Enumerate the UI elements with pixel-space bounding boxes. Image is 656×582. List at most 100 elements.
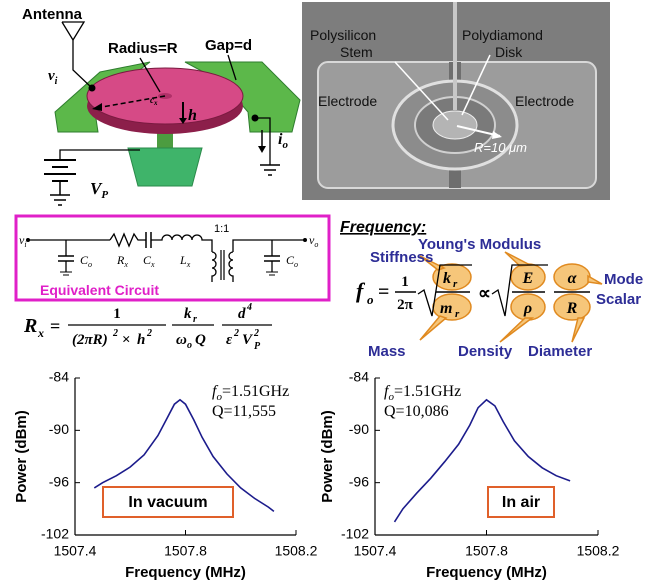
frequency-formula-part-part [500,318,532,342]
figure: Antenna vi Radius=R Gap=d h cx io VP Pol… [0,0,656,582]
lx-label: Lx [179,253,191,269]
co-label: Co [286,253,298,269]
x-tick-label: 1507.8 [465,543,508,559]
rx-formula-part: R x = 1 (2πR) 2 × h 2 k r ω o Q d 4 ε 2 … [23,302,261,352]
formula-token: d [238,306,246,322]
formula-token: V [242,332,254,348]
formula-token: ω [176,332,187,348]
formula-token: 4 [246,302,252,313]
equivalent-circuit-part [303,238,307,242]
formula-token: α [568,270,578,287]
resonator-schematic-part [89,85,96,92]
circuit-title: Equivalent Circuit [40,282,159,298]
formula-token: 2 [233,328,239,339]
formula-token: R [566,300,578,317]
annotation: Q=11,555 [212,403,276,420]
ratio-label: 1:1 [214,223,229,235]
formula-token: = [378,281,389,303]
value: =1.51GHz [394,383,461,400]
resonator-schematic-part [62,22,84,40]
io-label: io [278,131,288,151]
condition-label: In air [502,494,540,511]
disk-label: Disk [495,44,523,60]
formula-token: k [443,270,451,287]
x-tick-label: 1507.8 [164,543,207,559]
formula-token: o [187,340,192,351]
formula-token: ∝ [478,283,491,303]
gap-label: Gap=d [205,37,252,54]
equivalent-circuit-part [229,252,233,282]
formula-token: r [453,278,458,290]
formula-token: m [440,300,452,317]
resonator-schematic-part [73,40,92,88]
frequency-formula-part-part [420,316,446,340]
subscript: o [294,260,298,269]
y-tick-label: -90 [349,421,369,437]
equivalent-circuit-part [212,252,216,282]
subscript: x [186,260,191,269]
equivalent-circuit-part [110,234,146,246]
formula-token: 1 [401,274,409,290]
y-tick-label: -96 [349,473,369,489]
y-tick-label: -84 [49,369,69,385]
x-tick-label: 1508.2 [577,543,620,559]
formula-token: h [137,332,145,348]
x-axis-label: Frequency (MHz) [426,564,547,581]
equivalent-circuit-part [151,235,212,252]
frequency-formula-part-part [505,252,530,266]
subscript: o [88,260,92,269]
x-tick-label: 1508.2 [275,543,318,559]
formula-token: R [23,315,37,337]
y-tick-label: -90 [49,421,69,437]
h-label: h [188,107,197,124]
rx-label: Rx [116,253,128,269]
resonator-schematic-part [128,148,202,186]
x-tick-label: 1507.4 [54,543,97,559]
title: Frequency [340,219,422,236]
vp-label: VP [90,179,108,201]
resonator-schematic-part [258,146,266,153]
formula-token: = [50,316,60,336]
formula-token: ε [226,332,233,348]
y-axis-label: Power (dBm) [13,410,30,503]
disk-label: Polydiamond [462,27,543,43]
frequency-formula: Frequency: f o = 1 2π k r m r ∝ E ρ α R … [340,219,643,360]
resonator-schematic-part [60,150,140,160]
rx-formula: R x = 1 (2πR) 2 × h 2 k r ω o Q d 4 ε 2 … [23,302,272,352]
chart: -84-90-96-1021507.41507.81508.2Frequency… [319,369,620,581]
frequency-formula-part-part [588,276,602,284]
y-axis-label: Power (dBm) [319,410,336,503]
formula-token: ρ [523,300,532,317]
formula-token: f [356,278,366,303]
formula-token: 2π [397,297,414,313]
condition-label: In vacuum [128,494,207,511]
formula-token: r [193,314,197,325]
vo-label: vo [309,233,318,249]
formula-token: k [184,306,192,322]
co-label: Co [80,253,92,269]
annotation: Density [458,343,513,360]
annotation: Mass [368,343,406,360]
formula-token: E [522,270,534,287]
formula-token: 1 [113,306,121,322]
annotation: Q=10,086 [384,403,449,420]
sem-photo-part [433,111,477,139]
subscript: o [314,240,318,249]
annotation: Young's Modulus [418,236,541,253]
resonator-schematic: Antenna vi Radius=R Gap=d h cx io VP [22,6,300,205]
formula-token: 2 [112,328,118,339]
x-tick-label: 1507.4 [354,543,397,559]
electrode-label: Electrode [515,93,574,109]
formula-token: Q [195,332,206,348]
subscript: i [55,76,58,87]
sem-photo: Polysilicon Stem Polydiamond Disk Electr… [302,2,610,200]
annotation: Scalar [596,291,641,308]
y-tick-label: -102 [341,526,369,542]
formula-token: 2 [253,328,259,339]
formula-token: 2 [146,328,152,339]
formula-token: P [254,341,261,352]
subscript: x [153,99,158,107]
vi-label: vi [48,68,58,87]
colon: : [421,219,426,236]
formula-token: x [37,326,44,340]
